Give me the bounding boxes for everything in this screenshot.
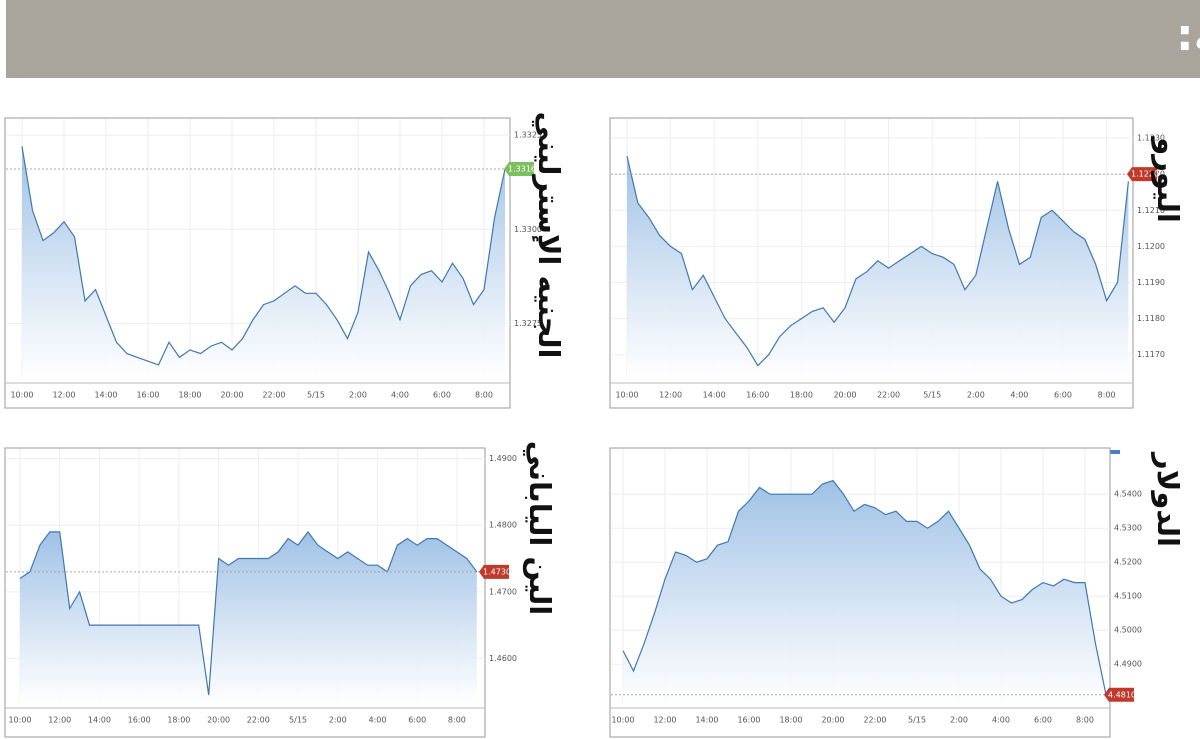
x-tick-label: 16:00 — [746, 391, 769, 400]
x-tick-label: 8:00 — [448, 716, 466, 725]
x-tick-label: 20:00 — [821, 716, 844, 725]
x-tick-label: 6:00 — [408, 716, 426, 725]
x-tick-label: 16:00 — [737, 716, 760, 725]
current-tag — [1127, 167, 1157, 182]
x-tick-label: 22:00 — [863, 716, 886, 725]
current-label: 1.1220 — [1131, 170, 1159, 179]
x-tick-label: 6:00 — [1054, 391, 1072, 400]
header-bar — [6, 0, 1200, 78]
x-tick-label: 5/15 — [307, 391, 325, 400]
x-tick-label: 4:00 — [1010, 391, 1028, 400]
y-tick-label: 1.1180 — [1137, 314, 1165, 323]
x-tick-label: 10:00 — [10, 391, 33, 400]
y-tick-label: 1.3300 — [514, 225, 542, 234]
x-tick-label: 12:00 — [659, 391, 682, 400]
x-tick-label: 12:00 — [48, 716, 71, 725]
x-tick-label: 20:00 — [833, 391, 856, 400]
x-tick-label: 18:00 — [779, 716, 802, 725]
x-tick-label: 5/15 — [908, 716, 926, 725]
y-tick-label: 1.1200 — [1137, 242, 1165, 251]
y-tick-label: 1.1210 — [1137, 206, 1165, 215]
line — [626, 155, 1129, 367]
x-tick-label: 14:00 — [703, 391, 726, 400]
chart-title: الدولار — [1151, 451, 1185, 547]
area — [22, 146, 505, 380]
x-tick-label: 2:00 — [950, 716, 968, 725]
y-tick-label: 1.3275 — [514, 319, 542, 328]
y-tick-label: 1.1170 — [1137, 350, 1165, 359]
current-tag — [504, 161, 534, 176]
x-tick-label: 6:00 — [433, 391, 451, 400]
chart-title: الجنيه الإسترليني — [532, 112, 566, 359]
area — [627, 156, 1129, 380]
y-tick-label: 4.5100 — [1114, 592, 1142, 601]
x-tick-label: 14:00 — [88, 716, 111, 725]
x-tick-label: 6:00 — [1034, 716, 1052, 725]
x-tick-label: 4:00 — [391, 391, 409, 400]
current-label: 4.4810 — [1108, 690, 1136, 699]
header-title: تحركات العملات الرئيسة: — [1176, 10, 1200, 61]
y-tick-label: 1.1230 — [1137, 134, 1165, 143]
area — [623, 480, 1106, 705]
x-tick-label: 20:00 — [207, 716, 230, 725]
x-tick-label: 22:00 — [877, 391, 900, 400]
x-tick-label: 8:00 — [1076, 716, 1094, 725]
x-tick-label: 12:00 — [52, 391, 75, 400]
current-label: 1.3316 — [508, 164, 536, 173]
x-tick-label: 14:00 — [94, 391, 117, 400]
current-tag — [479, 564, 509, 579]
x-tick-label: 2:00 — [349, 391, 367, 400]
x-tick-label: 8:00 — [475, 391, 493, 400]
y-tick-label: 1.4800 — [489, 521, 517, 530]
line — [21, 146, 506, 366]
x-tick-label: 2:00 — [329, 716, 347, 725]
x-tick-label: 4:00 — [368, 716, 386, 725]
x-tick-label: 10:00 — [8, 716, 31, 725]
y-tick-label: 4.5400 — [1114, 490, 1142, 499]
x-tick-label: 18:00 — [167, 716, 190, 725]
y-tick-label: 1.4900 — [489, 454, 517, 463]
x-tick-label: 18:00 — [790, 391, 813, 400]
chart-title: اليورو — [1151, 135, 1185, 223]
x-tick-label: 2:00 — [967, 391, 985, 400]
x-tick-label: 16:00 — [128, 716, 151, 725]
x-tick-label: 5/15 — [923, 391, 941, 400]
y-tick-label: 1.4700 — [489, 587, 517, 596]
x-tick-label: 16:00 — [136, 391, 159, 400]
y-tick-label: 4.4900 — [1114, 660, 1142, 669]
x-tick-label: 5/15 — [289, 716, 307, 725]
y-tick-label: 1.4600 — [489, 654, 517, 663]
y-tick-label: 4.5000 — [1114, 626, 1142, 635]
y-tick-label: 4.5300 — [1114, 524, 1142, 533]
area — [20, 531, 477, 705]
y-tick-label: 1.1190 — [1137, 278, 1165, 287]
x-tick-label: 10:00 — [615, 391, 638, 400]
x-tick-label: 20:00 — [220, 391, 243, 400]
y-tick-label: 1.3325 — [514, 131, 542, 140]
x-tick-label: 4:00 — [992, 716, 1010, 725]
x-tick-label: 18:00 — [178, 391, 201, 400]
x-tick-label: 14:00 — [695, 716, 718, 725]
line — [622, 479, 1107, 695]
x-tick-label: 10:00 — [611, 716, 634, 725]
chart-title: الين الياباني — [523, 441, 557, 615]
x-tick-label: 12:00 — [653, 716, 676, 725]
x-tick-label: 22:00 — [247, 716, 270, 725]
current-label: 1.4730 — [483, 567, 511, 576]
x-tick-label: 22:00 — [262, 391, 285, 400]
y-tick-label: 4.5200 — [1114, 558, 1142, 567]
current-tag — [1104, 687, 1134, 702]
x-tick-label: 8:00 — [1098, 391, 1116, 400]
line — [19, 530, 478, 696]
